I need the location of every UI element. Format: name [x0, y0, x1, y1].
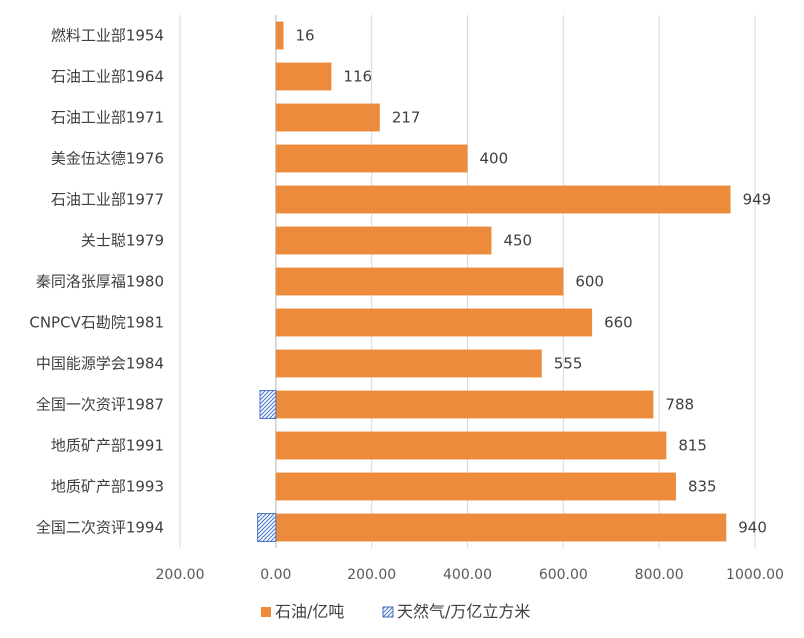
x-axis: 200.00 0.00 200.00 400.00 600.00 800.00 1000.0…	[156, 15, 784, 583]
data-label-oil: 815	[678, 437, 707, 455]
bar-gas	[259, 390, 277, 419]
data-label-oil: 660	[604, 314, 633, 332]
legend-oil-swatch	[261, 607, 271, 617]
bar-oil	[275, 185, 731, 214]
category-label: 地质矿产部1991	[51, 437, 164, 455]
category-label: 石油工业部1971	[51, 109, 164, 127]
data-label-oil: 217	[392, 109, 421, 127]
legend-gas-swatch	[382, 606, 394, 618]
x-tick-label: 1000.00	[726, 567, 784, 583]
data-labels: 16 116 217 400 949 450 600 660 555 788 815 835 940	[296, 27, 772, 537]
bar-oil	[275, 472, 676, 501]
category-label: 石油工业部1977	[51, 191, 164, 209]
x-tick-label: 400.00	[443, 567, 492, 583]
bar-oil	[275, 267, 564, 296]
data-label-oil: 16	[296, 27, 315, 45]
data-label-oil: 940	[738, 519, 767, 537]
x-tick-label: 200.00	[347, 567, 396, 583]
bar-oil	[275, 431, 667, 460]
legend-gas-label: 天然气/万亿立方米	[397, 602, 530, 621]
x-tick-label: 200.00	[156, 567, 205, 583]
category-labels: 燃料工业部1954 石油工业部1964 石油工业部1971 美金伍达德1976 石油工业…	[29, 27, 164, 537]
data-label-oil: 835	[688, 478, 717, 496]
x-tick-label: 600.00	[539, 567, 588, 583]
category-label: 燃料工业部1954	[51, 27, 164, 45]
data-label-oil: 788	[665, 396, 694, 414]
legend: 石油/亿吨 天然气/万亿立方米	[261, 602, 530, 621]
category-label: 全国一次资评1987	[36, 396, 164, 414]
bar-oil	[275, 21, 284, 50]
bar-oil	[275, 349, 542, 378]
x-tick-label: 800.00	[635, 567, 684, 583]
bar-oil	[275, 226, 492, 255]
data-label-oil: 600	[575, 273, 604, 291]
data-label-oil: 949	[743, 191, 772, 209]
category-label: 地质矿产部1993	[51, 478, 164, 496]
data-label-oil: 555	[554, 355, 583, 373]
category-label: 中国能源学会1984	[36, 355, 164, 373]
category-label: 秦同洛张厚福1980	[36, 273, 164, 291]
data-label-oil: 116	[343, 68, 372, 86]
category-label: 全国二次资评1994	[36, 519, 164, 537]
bar-oil	[275, 144, 468, 173]
bars	[257, 21, 731, 542]
bar-oil	[275, 103, 380, 132]
category-label: 关士聪1979	[81, 232, 164, 250]
bar-oil	[275, 390, 654, 419]
bar-oil	[275, 62, 332, 91]
bar-oil	[275, 513, 727, 542]
bar-oil	[275, 308, 593, 337]
category-label: 美金伍达德1976	[51, 150, 164, 168]
category-label: 石油工业部1964	[51, 68, 164, 86]
data-label-oil: 450	[503, 232, 532, 250]
category-label: CNPCV石勘院1981	[29, 314, 164, 332]
data-label-oil: 400	[480, 150, 509, 168]
legend-oil-label: 石油/亿吨	[275, 602, 344, 621]
bar-gas	[257, 513, 277, 542]
x-tick-label: 0.00	[260, 567, 291, 583]
